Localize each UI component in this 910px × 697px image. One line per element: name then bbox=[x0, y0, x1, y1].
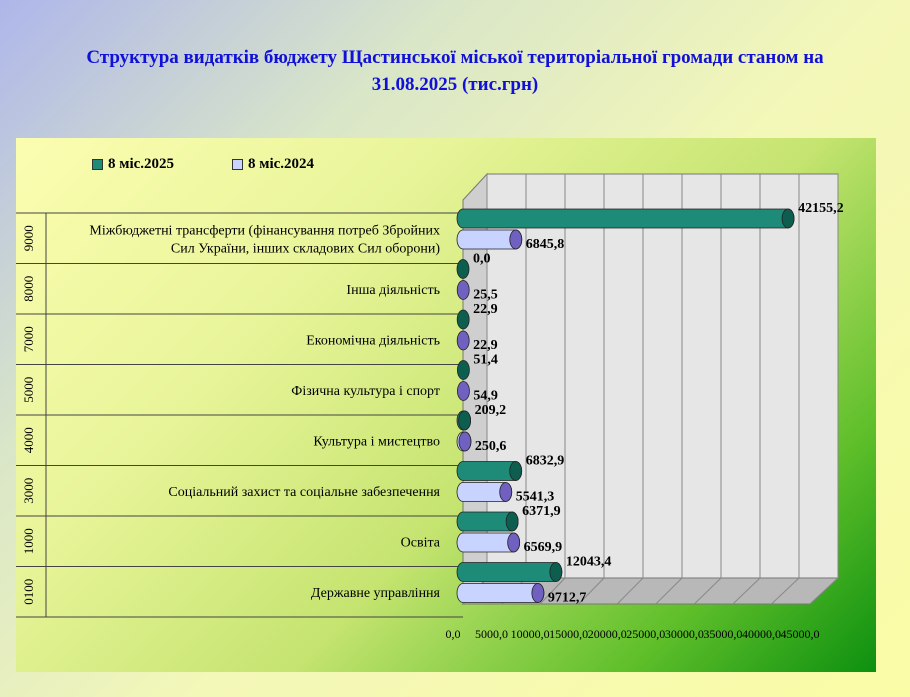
category-code-label: 5000 bbox=[21, 377, 36, 403]
data-label-2025: 6371,9 bbox=[522, 504, 561, 519]
legend-swatch-2024 bbox=[232, 159, 243, 171]
bar-2025 bbox=[456, 562, 563, 582]
x-tick-label: 0,0 bbox=[446, 627, 461, 641]
data-label-2025: 209,2 bbox=[475, 403, 507, 418]
x-tick-label: 20000,0 bbox=[588, 627, 627, 641]
legend-label-2025: 8 міс.2025 bbox=[108, 156, 175, 172]
data-label-2024: 5541,3 bbox=[516, 490, 555, 505]
bar-cap-2025 bbox=[456, 360, 470, 380]
x-tick-label: 35000,0 bbox=[703, 627, 742, 641]
gridline-floor bbox=[693, 577, 722, 605]
data-label-2025: 0,0 bbox=[473, 252, 491, 267]
data-label-2024: 25,5 bbox=[473, 288, 498, 303]
data-label-2025: 12043,4 bbox=[566, 555, 612, 570]
category-label: Економічна діяльність bbox=[306, 333, 440, 348]
category-label: Міжбюджетні трансферти (фінансування пот… bbox=[89, 223, 440, 238]
data-label-2024: 6569,9 bbox=[524, 540, 563, 555]
category-code-label: 3000 bbox=[21, 478, 36, 504]
category-label: Культура і мистецтво bbox=[313, 434, 440, 449]
x-tick-label: 30000,0 bbox=[665, 627, 704, 641]
bar-cap-2024 bbox=[499, 482, 513, 502]
data-label-2024: 250,6 bbox=[475, 439, 507, 454]
gridline-floor bbox=[578, 577, 605, 605]
x-tick-label: 45000,0 bbox=[781, 627, 820, 641]
bar-cap-2025 bbox=[549, 562, 563, 582]
bar-cap-2024 bbox=[531, 583, 545, 603]
bar-cap-2024 bbox=[507, 532, 521, 553]
bar-cap-2024 bbox=[458, 431, 472, 452]
bar-cap-2025 bbox=[781, 208, 795, 229]
category-code-label: 9000 bbox=[21, 225, 36, 251]
data-label-2025: 6832,9 bbox=[526, 454, 565, 469]
bar-2024 bbox=[456, 583, 545, 603]
category-label: Освіта bbox=[401, 535, 441, 550]
x-tick-label: 10000,0 bbox=[511, 627, 550, 641]
gridline-floor bbox=[809, 577, 839, 605]
bar-cap-2025 bbox=[505, 511, 519, 532]
x-tick-label: 40000,0 bbox=[742, 627, 781, 641]
category-code-label: 4000 bbox=[21, 427, 36, 453]
data-label-2024: 9712,7 bbox=[548, 591, 587, 606]
bar-cap-2024 bbox=[509, 229, 523, 250]
bar-cap-2025 bbox=[456, 309, 470, 330]
gridline-floor bbox=[655, 577, 683, 605]
gridline-floor bbox=[771, 577, 800, 605]
category-label: Інша діяльність bbox=[346, 283, 440, 298]
gridline-floor bbox=[732, 577, 761, 605]
gridline-floor bbox=[539, 577, 566, 605]
bar-2025 bbox=[456, 208, 795, 229]
category-label: Фізична культура і спорт bbox=[291, 384, 440, 399]
legend-item-2024: 8 міс.2024 bbox=[232, 156, 314, 173]
gridline-floor bbox=[616, 577, 644, 605]
bar-cap-2024 bbox=[457, 381, 470, 401]
category-label: Соціальний захист та соціальне забезпече… bbox=[168, 485, 440, 500]
legend-swatch-2025 bbox=[92, 159, 103, 171]
category-code-label: 7000 bbox=[21, 326, 36, 352]
data-label-2025: 51,4 bbox=[473, 353, 498, 368]
chart-title-line2: 31.08.2025 (тис.грн) bbox=[371, 74, 539, 95]
data-label-2025: 42155,2 bbox=[798, 201, 844, 216]
category-label: Державне управління bbox=[311, 586, 441, 601]
bar-cap-2024 bbox=[456, 330, 470, 351]
bar-cap-2025 bbox=[456, 259, 470, 279]
chart-title: Структура видатків бюджету Щастинської м… bbox=[20, 44, 890, 98]
data-label-2025: 22,9 bbox=[473, 302, 498, 317]
category-code-label: 0100 bbox=[21, 579, 36, 605]
data-label-2024: 6845,8 bbox=[526, 237, 565, 252]
x-tick-label: 25000,0 bbox=[626, 627, 665, 641]
chart-title-line1: Структура видатків бюджету Щастинської м… bbox=[86, 47, 824, 68]
category-code-label: 1000 bbox=[21, 528, 36, 554]
data-label-2024: 54,9 bbox=[473, 389, 498, 404]
legend-label-2024: 8 міс.2024 bbox=[248, 156, 315, 172]
legend-item-2025: 8 міс.2025 bbox=[92, 156, 174, 173]
bar-cap-2024 bbox=[456, 280, 470, 300]
data-label-2024: 22,9 bbox=[473, 338, 498, 353]
x-tick-label: 15000,0 bbox=[549, 627, 588, 641]
bar-cap-2025 bbox=[509, 461, 523, 481]
x-tick-label: 5000,0 bbox=[475, 627, 508, 641]
category-label: Сил України, інших складових Сил оборони… bbox=[171, 241, 440, 256]
bar-cap-2025 bbox=[458, 410, 472, 431]
category-code-label: 8000 bbox=[21, 276, 36, 302]
